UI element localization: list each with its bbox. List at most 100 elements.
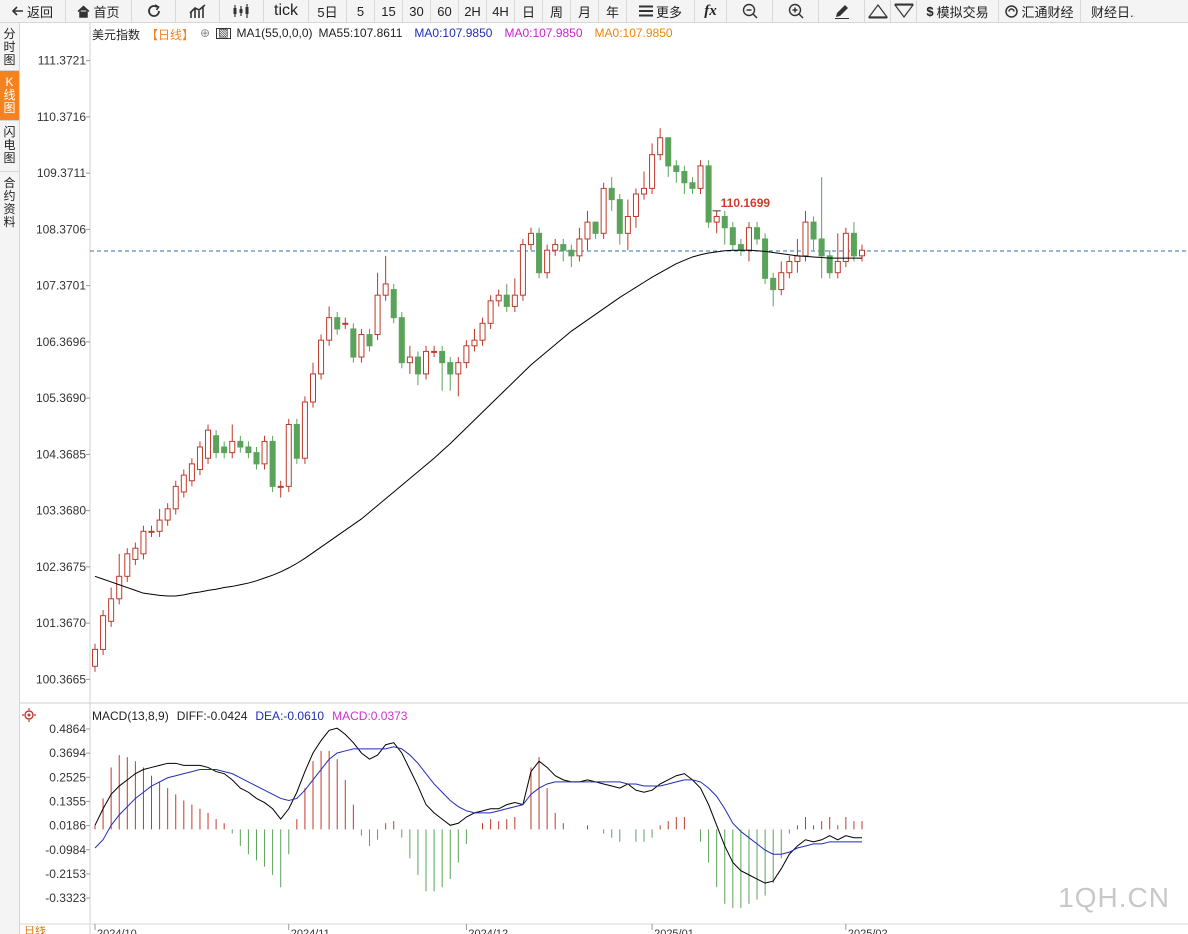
candle-body	[560, 244, 567, 251]
candle-body	[350, 328, 357, 358]
period-month[interactable]: 月	[571, 0, 599, 22]
legend-chart-icon[interactable]: ▧	[216, 27, 231, 39]
candle-body	[406, 356, 413, 364]
back-label: 返回	[26, 4, 53, 20]
candle-body	[156, 519, 163, 532]
candle-body	[447, 362, 454, 375]
y-tick-label: 104.3685	[36, 447, 86, 461]
period-5day[interactable]: 5日	[309, 0, 347, 22]
x-tick-label: 2024/11	[291, 928, 330, 934]
zoom-in-button[interactable]	[773, 0, 819, 22]
period-tag[interactable]: 日线	[24, 926, 46, 934]
period-5min[interactable]: 5	[347, 0, 375, 22]
candle-body	[455, 362, 462, 375]
triangle-up-button[interactable]	[865, 0, 891, 22]
candle-body	[697, 165, 704, 189]
watermark: 1QH.CN	[1058, 882, 1170, 913]
sim-trade-button[interactable]: $ 模拟交易	[917, 0, 999, 22]
candle-body	[366, 334, 373, 347]
period-year[interactable]: 年	[599, 0, 627, 22]
sidebar-item-kline[interactable]: K线图	[0, 71, 19, 121]
candle-body	[810, 221, 817, 240]
candle-body	[608, 187, 615, 201]
candle-body	[826, 255, 833, 274]
more-button[interactable]: 更多	[627, 0, 695, 22]
candle-body	[834, 260, 841, 274]
candle-body	[641, 187, 648, 195]
period-day[interactable]: 日	[515, 0, 543, 22]
legend-period: 【日线】	[146, 28, 195, 42]
period-30min[interactable]: 30	[403, 0, 431, 22]
zoom-out-icon	[742, 3, 758, 19]
legend-ma0-c: MA0:107.9850	[594, 26, 673, 40]
sidebar-item-contract[interactable]: 合约资料	[3, 176, 16, 229]
candle-body	[544, 249, 551, 274]
y-tick-label: 101.3670	[36, 616, 86, 630]
candle-body	[786, 260, 793, 274]
period-60min[interactable]: 60	[431, 0, 459, 22]
candle-body	[592, 221, 599, 234]
candle-body	[778, 272, 785, 291]
macd-y-tick-label: 0.0186	[49, 819, 86, 833]
draw-button[interactable]	[819, 0, 865, 22]
dollar-icon: $	[926, 3, 934, 19]
candle-body	[318, 339, 325, 375]
macd-y-tick-label: -0.2153	[45, 867, 86, 881]
x-tick-label: 2024/10	[97, 928, 137, 934]
huitong-button[interactable]: 汇通财经	[999, 0, 1081, 22]
macd-y-tick-label: -0.0984	[45, 843, 86, 857]
candle-body	[762, 238, 769, 279]
candle-body	[205, 429, 212, 459]
kline-chart[interactable]: 111.3721 110.3716 109.3711 108.3706 107.3701…	[20, 23, 1188, 934]
candle-body	[673, 165, 680, 173]
candle-body	[495, 294, 502, 302]
candle-body	[794, 255, 801, 262]
back-button[interactable]: 返回	[0, 0, 66, 22]
y-tick-label: 105.3690	[36, 391, 86, 405]
candle-body	[382, 283, 389, 296]
period-15min[interactable]: 15	[375, 0, 403, 22]
refresh-button[interactable]	[132, 0, 176, 22]
sidebar-item-timeshare[interactable]: 分时图	[0, 23, 19, 71]
macd-settings-icon[interactable]	[22, 708, 36, 722]
period-2h[interactable]: 2H	[459, 0, 487, 22]
caijing-button[interactable]: 财经日...	[1081, 0, 1135, 22]
caijing-label: 财经日...	[1091, 4, 1135, 20]
candle-body	[689, 182, 696, 189]
candle-body	[576, 238, 583, 257]
legend-settings-icon[interactable]: ⊕	[200, 26, 211, 40]
legend-ma0-b: MA0:107.9850	[504, 26, 583, 40]
candle-body	[221, 446, 228, 454]
candle-body	[600, 187, 607, 234]
candle-body	[657, 137, 664, 156]
candle-body	[729, 227, 736, 246]
x-tick-label: 2025/02	[848, 928, 888, 934]
candle-body	[398, 317, 405, 364]
candle-body	[754, 227, 761, 240]
triangle-down-button[interactable]	[891, 0, 917, 22]
y-tick-label: 111.3721	[38, 54, 87, 68]
period-4h[interactable]: 4H	[487, 0, 515, 22]
indicator-button[interactable]	[176, 0, 220, 22]
macd-y-tick-label: -0.3323	[45, 891, 86, 905]
candle-body	[309, 373, 316, 403]
macd-y-tick-label: 0.4864	[49, 722, 86, 736]
period-week[interactable]: 周	[543, 0, 571, 22]
y-tick-label: 103.3680	[36, 504, 86, 518]
y-tick-label: 102.3675	[36, 560, 86, 574]
candle-style-button[interactable]	[220, 0, 264, 22]
home-button[interactable]: 首页	[66, 0, 132, 22]
candle-body	[164, 508, 171, 521]
sidebar-item-flash[interactable]: 闪电图	[0, 121, 19, 172]
zoom-out-button[interactable]	[727, 0, 773, 22]
home-label: 首页	[93, 4, 120, 20]
candle-body	[850, 232, 857, 257]
candle-body	[745, 227, 752, 251]
formula-button[interactable]: fx	[695, 0, 727, 22]
legend-instrument: 美元指数	[92, 28, 141, 42]
legend-ma55: MA55:107.8611	[318, 26, 403, 40]
candle-body	[511, 294, 518, 307]
candle-body	[390, 289, 397, 319]
candle-body	[326, 317, 333, 341]
tick-button[interactable]: tick	[264, 0, 309, 22]
